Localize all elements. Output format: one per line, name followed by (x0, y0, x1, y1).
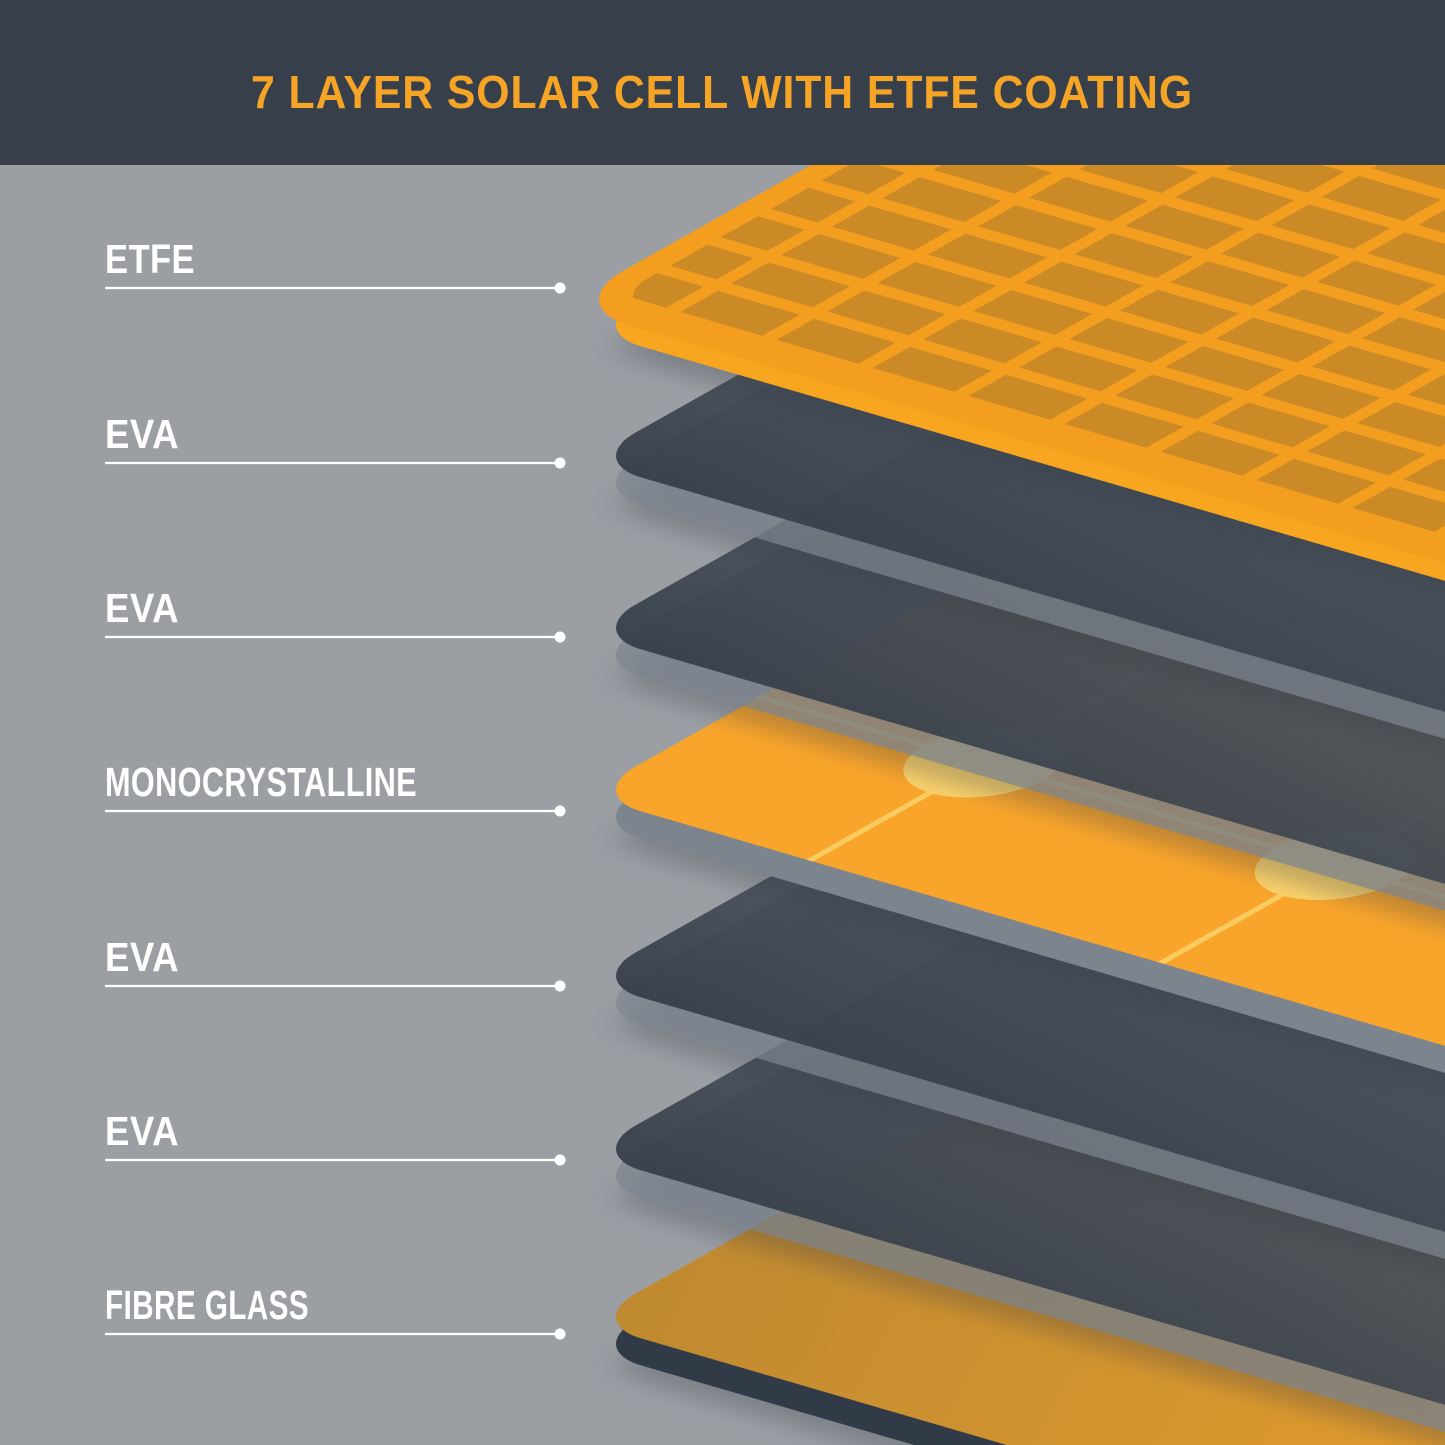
layer-eva-bottom-2 (615, 548, 1445, 1445)
annotation-eva-top-1: EVA (105, 411, 566, 469)
annotation-monocrystalline: MONOCRYSTALLINE (105, 759, 566, 817)
leader-dot (554, 1154, 566, 1166)
annotation-eva-bottom-1: EVA (105, 934, 566, 992)
layer-face (615, 27, 1445, 899)
layer-face (599, 0, 1445, 576)
page-title: 7 LAYER SOLAR CELL WITH ETFE COATING (251, 66, 1193, 118)
annotation-fibre-glass: FIBRE GLASS (105, 1282, 566, 1340)
layer-face (615, 189, 1445, 1061)
layer-eva-top-1 (615, 0, 1445, 773)
layer-label-eva-top-2: EVA (105, 585, 179, 631)
leader-dot (554, 282, 566, 294)
layer-label-etfe: ETFE (105, 236, 195, 282)
layer-eva-top-2 (615, 27, 1445, 945)
layer-eva-bottom-1 (615, 375, 1445, 1293)
layer-face (615, 0, 1445, 727)
layer-label-eva-bottom-2: EVA (105, 1108, 179, 1154)
leader-dot (554, 631, 566, 643)
layer-stack (585, 0, 1445, 1445)
layer-face (615, 716, 1445, 1445)
layer-label-fibre-glass: FIBRE GLASS (105, 1282, 309, 1328)
leader-dot (554, 980, 566, 992)
leader-dot (554, 457, 566, 469)
layer-label-monocrystalline: MONOCRYSTALLINE (105, 759, 417, 805)
header-bar: 7 LAYER SOLAR CELL WITH ETFE COATING (0, 0, 1445, 165)
annotation-eva-top-2: EVA (105, 585, 566, 643)
annotation-eva-bottom-2: EVA (105, 1108, 566, 1166)
leader-dot (554, 1328, 566, 1340)
layer-face (615, 548, 1445, 1420)
annotations: ETFE EVA EVA MONOCRYSTALLINE EVA EVA FIBRE GLA… (105, 236, 566, 1340)
layer-label-eva-top-1: EVA (105, 411, 179, 457)
layer-label-eva-bottom-1: EVA (105, 934, 179, 980)
annotation-etfe: ETFE (105, 236, 566, 294)
layer-fibre-glass (615, 716, 1445, 1445)
layer-face (615, 375, 1445, 1247)
leader-dot (554, 805, 566, 817)
